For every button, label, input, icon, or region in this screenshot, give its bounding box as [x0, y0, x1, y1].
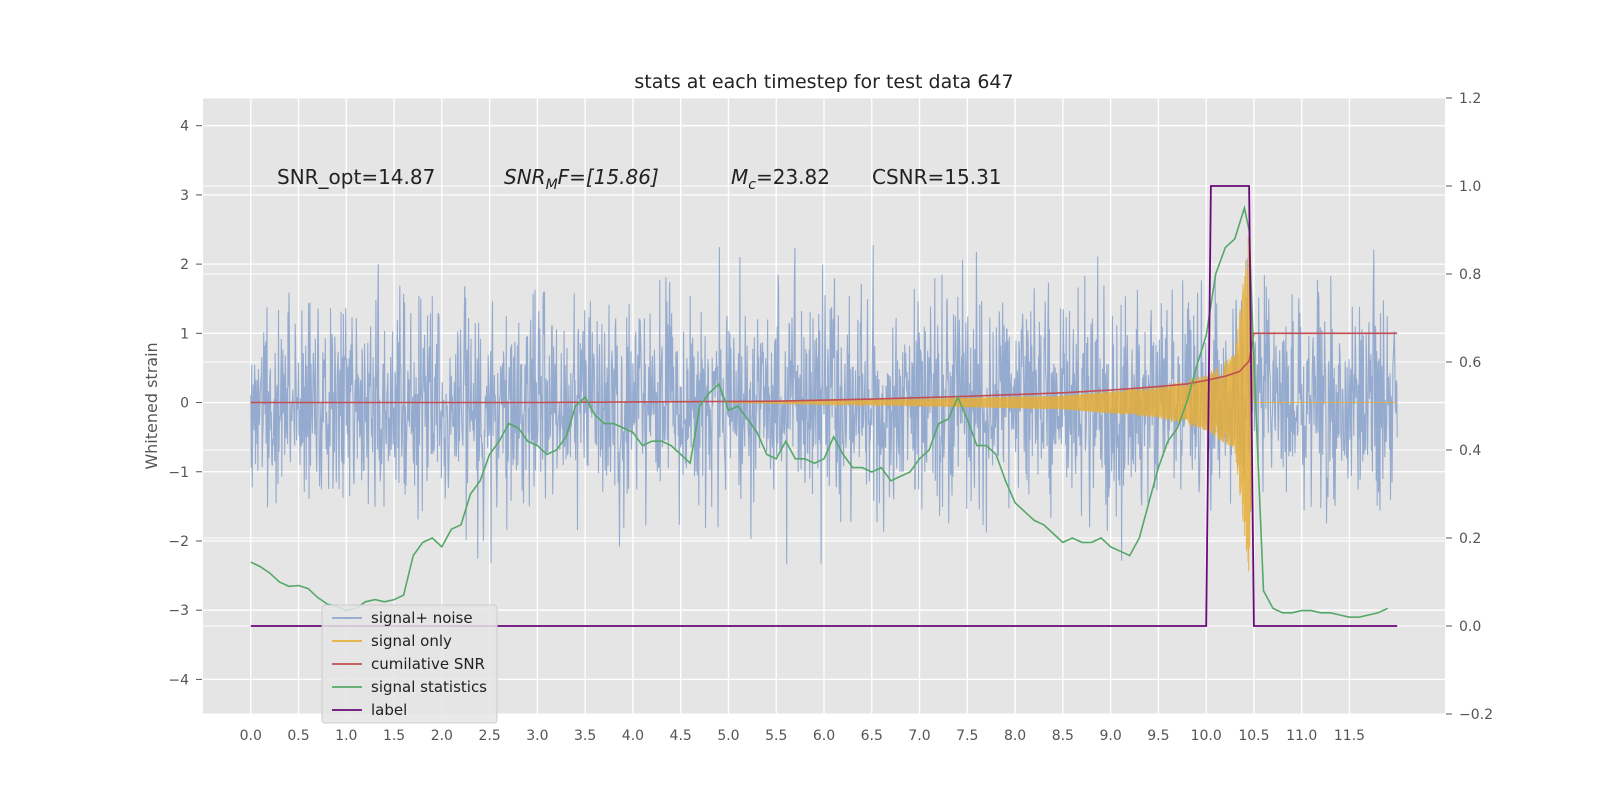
- x-tick-label: 11.0: [1286, 728, 1317, 744]
- x-tick-label: 3.5: [574, 728, 596, 744]
- x-tick-label: 2.5: [478, 728, 500, 744]
- x-tick-label: 9.5: [1147, 728, 1169, 744]
- annotation-mc-rest: =23.82: [756, 165, 830, 189]
- x-tick-label: 6.5: [861, 728, 883, 744]
- y-right-tick-label: 1.0: [1459, 179, 1481, 195]
- y-tick-label: 4: [180, 119, 189, 135]
- y-tick-label: −2: [168, 534, 189, 550]
- annotation-csnr: CSNR=15.31: [872, 165, 1002, 189]
- y-tick-label: 1: [180, 326, 189, 342]
- x-tick-label: 7.0: [908, 728, 930, 744]
- x-tick-labels: 0.0 0.5 1.0 1.5 2.0 2.5 3.0 3.5 4.0 4.5 5.0 5.5 6.0 6…: [240, 728, 1365, 744]
- x-tick-label: 0.5: [287, 728, 309, 744]
- x-tick-label: 2.0: [431, 728, 453, 744]
- annotation-snr-mf: SNRMF=[15.86]: [504, 165, 659, 193]
- x-tick-label: 5.5: [765, 728, 787, 744]
- x-tick-label: 4.0: [622, 728, 644, 744]
- annotation-snr-mf-sub: M: [546, 177, 558, 193]
- y-right-tick-label: 0.4: [1459, 443, 1481, 459]
- x-tick-label: 3.0: [526, 728, 548, 744]
- signal-only-trace: [728, 236, 1398, 572]
- x-tick-label: 8.0: [1004, 728, 1026, 744]
- y-tick-label: 3: [180, 188, 189, 204]
- annotation-mc: Mc=23.82: [731, 165, 830, 193]
- legend-entry: cumilative SNR: [371, 655, 485, 673]
- y-tick-label: 2: [180, 257, 189, 273]
- x-tick-label: 4.5: [670, 728, 692, 744]
- x-tick-label: 7.5: [956, 728, 978, 744]
- y-tick-label: 0: [180, 396, 189, 412]
- y-right-tick-label: 0.0: [1459, 619, 1481, 635]
- y-tick-labels-left: −4 −3 −2 −1 0 1 2 3 4: [168, 119, 189, 689]
- legend-box: [321, 604, 498, 724]
- y-right-tick-label: 1.2: [1459, 91, 1481, 107]
- series-signal-only: [728, 236, 1398, 572]
- series-cumilative-snr: [250, 332, 1398, 404]
- legend: signal+ noise signal only cumilative SNR si…: [321, 604, 498, 724]
- y-right-tick-label: 0.2: [1459, 531, 1481, 547]
- chart-title: stats at each timestep for test data 647: [634, 71, 1013, 93]
- x-tick-label: 8.5: [1052, 728, 1074, 744]
- y-axis-label: Whitened strain: [142, 342, 161, 469]
- y-right-tick-label: 0.6: [1459, 355, 1481, 371]
- legend-entry: signal+ noise: [371, 609, 473, 627]
- x-tick-label: 9.0: [1099, 728, 1121, 744]
- annotation-snr-mf-main: SNR: [504, 165, 546, 189]
- annotation-mc-sub: c: [748, 177, 756, 193]
- x-tick-label: 5.0: [717, 728, 739, 744]
- series-label: [250, 185, 1398, 627]
- y-right-tick-label: −0.2: [1459, 707, 1493, 723]
- x-tick-label: 0.0: [240, 728, 262, 744]
- legend-entry: label: [371, 701, 407, 719]
- legend-entry: signal only: [371, 632, 452, 650]
- y-tick-label: −1: [168, 465, 189, 481]
- x-tick-label: 1.0: [335, 728, 357, 744]
- series-signal-statistics: [250, 204, 1389, 619]
- x-tick-label: 6.0: [813, 728, 835, 744]
- x-tick-label: 1.5: [383, 728, 405, 744]
- x-tick-label: 10.5: [1238, 728, 1269, 744]
- x-tick-label: 11.5: [1334, 728, 1365, 744]
- annotation-snr-opt: SNR_opt=14.87: [277, 165, 435, 189]
- annotation-snr-mf-rest: F=[15.86]: [558, 165, 659, 189]
- y-right-tick-label: 0.8: [1459, 267, 1481, 283]
- y-tick-label: −4: [168, 672, 189, 688]
- y-tick-label: −3: [168, 603, 189, 619]
- y-tick-labels-right: −0.2 0.0 0.2 0.4 0.6 0.8 1.0 1.2: [1459, 91, 1493, 723]
- annotation-mc-main: M: [731, 165, 748, 189]
- legend-entry: signal statistics: [371, 678, 487, 696]
- x-tick-label: 10.0: [1191, 728, 1222, 744]
